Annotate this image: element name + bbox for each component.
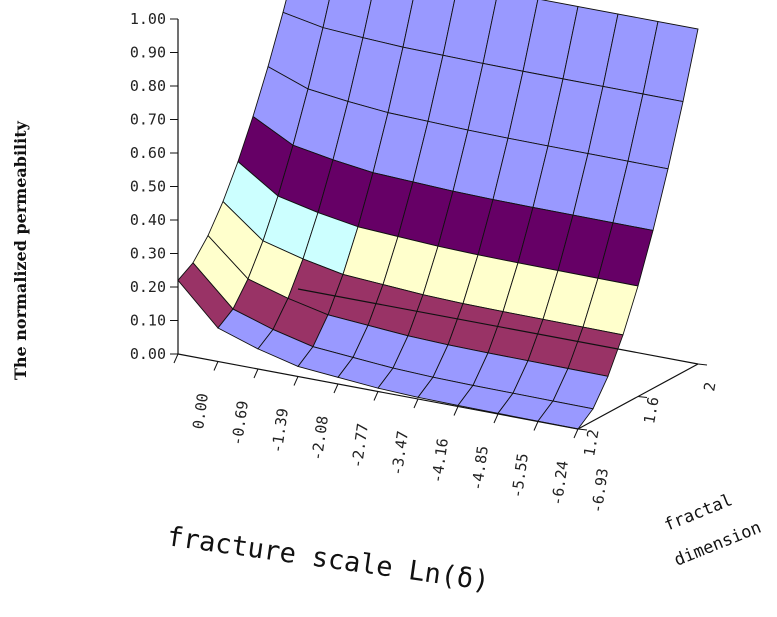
y-tick-label: 1.00 (130, 10, 166, 28)
x-tick-label: -6.93 (588, 467, 612, 514)
z-tick-mark (577, 428, 588, 431)
x-tick-mark (213, 361, 219, 371)
y-tick-label: 0.30 (130, 245, 166, 263)
x-tick-label: -2.77 (348, 422, 372, 469)
y-tick-labels: 0.00 0.10 0.20 0.30 0.40 0.50 0.60 0.70 0.80 0.90… (130, 10, 178, 363)
x-tick-label: -4.16 (428, 437, 452, 484)
x-tick-label: -0.69 (228, 400, 252, 447)
z-axis-label-line-1: fractal (661, 490, 735, 535)
z-tick-mark (637, 396, 648, 398)
z-tick-label: 1.2 (580, 428, 602, 458)
x-tick-mark (493, 413, 499, 424)
x-tick-mark (373, 391, 379, 401)
x-tick-label: -5.55 (508, 452, 532, 499)
y-tick-label: 0.10 (130, 312, 166, 330)
y-tick-label: 0.70 (130, 111, 166, 129)
y-tick-label: 0.00 (130, 345, 166, 363)
x-tick-mark (293, 376, 299, 386)
z-tick-label: 1.6 (640, 395, 662, 425)
y-axis-label: The normalized permeability (11, 120, 30, 380)
surface-plot (177, 0, 699, 430)
y-tick-label: 0.50 (130, 178, 166, 196)
y-tick-label: 0.80 (130, 77, 166, 95)
x-tick-mark (533, 421, 539, 431)
y-tick-label: 0.40 (130, 211, 166, 229)
x-tick-label: 0.00 (189, 392, 212, 430)
y-tick-label: 0.60 (130, 144, 166, 162)
x-axis-label: fracture scale Ln(δ) (165, 521, 491, 597)
x-tick-mark (333, 383, 339, 394)
x-tick-label: -2.08 (308, 415, 332, 462)
z-tick-labels: 1.2 1.6 2 (577, 363, 720, 458)
z-tick-mark (697, 363, 708, 366)
x-tick-mark (453, 406, 459, 416)
x-tick-mark (253, 368, 259, 379)
y-tick-label: 0.90 (130, 44, 166, 62)
x-tick-label: -6.24 (548, 460, 572, 507)
x-tick-mark (173, 353, 179, 364)
z-tick-label: 2 (700, 381, 719, 393)
x-tick-mark (573, 428, 579, 439)
y-tick-label: 0.20 (130, 278, 166, 296)
x-tick-label: -1.39 (268, 407, 292, 454)
back-floor-line (297, 288, 699, 365)
x-tick-mark (413, 398, 419, 409)
x-tick-label: -3.47 (388, 430, 412, 477)
x-tick-label: -4.85 (468, 445, 492, 492)
